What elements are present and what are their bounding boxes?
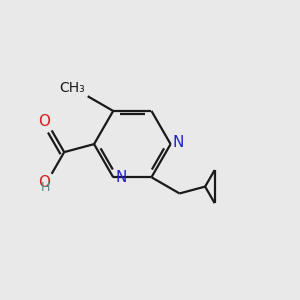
- Text: N: N: [173, 135, 184, 150]
- Text: H: H: [40, 181, 50, 194]
- Text: O: O: [38, 175, 50, 190]
- Text: N: N: [116, 170, 127, 185]
- Text: O: O: [38, 114, 50, 129]
- Text: CH₃: CH₃: [60, 81, 85, 95]
